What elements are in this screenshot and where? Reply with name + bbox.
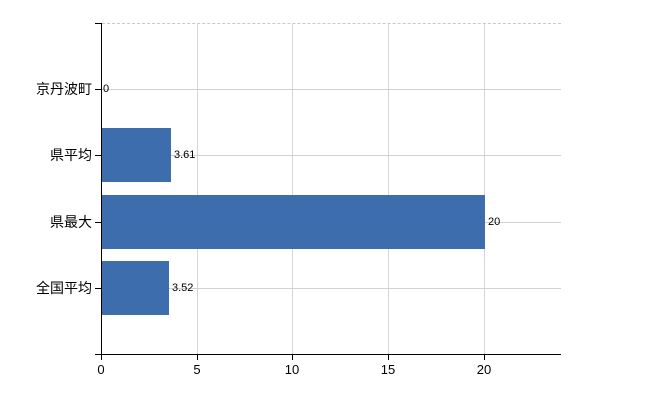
v-gridline [388,24,389,354]
y-tick [95,155,101,156]
y-tick [95,288,101,289]
x-tick [101,355,102,360]
category-label: 県最大 [50,214,92,230]
x-tick [484,355,485,360]
y-tick [95,89,101,90]
bar [102,128,171,182]
bar [102,195,485,249]
x-tick [388,355,389,360]
x-tick-label: 0 [97,362,105,377]
bar [102,261,169,315]
h-gridline [102,89,561,90]
v-gridline [292,24,293,354]
bar-value-label: 20 [488,216,501,228]
x-tick [197,355,198,360]
x-tick-label: 20 [476,362,492,377]
x-tick [292,355,293,360]
v-gridline [197,24,198,354]
x-tick-label: 15 [380,362,396,377]
category-label: 県平均 [50,147,92,163]
v-gridline [484,24,485,354]
y-axis-line [101,23,102,355]
category-label: 京丹波町 [36,81,92,97]
plot-top-border [102,23,561,24]
x-tick-label: 5 [193,362,201,377]
category-label: 全国平均 [36,280,92,296]
x-axis-line [95,354,561,355]
bar-value-label: 0 [103,83,110,95]
bar-value-label: 3.61 [174,149,196,161]
bar-value-label: 3.52 [172,282,194,294]
y-tick [95,222,101,223]
y-tick [95,23,101,24]
h-gridline [102,288,561,289]
x-tick-label: 10 [284,362,300,377]
h-gridline [102,155,561,156]
